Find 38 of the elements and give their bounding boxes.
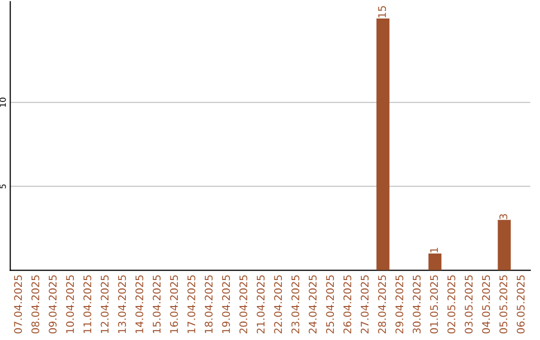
x-tick-label: 23.04.2025 — [291, 275, 300, 334]
x-tick-label: 07.04.2025 — [14, 275, 22, 334]
x-tick-label: 29.04.2025 — [395, 275, 404, 334]
x-tick-label: 09.04.2025 — [48, 275, 57, 334]
x-tick-label: 21.04.2025 — [256, 275, 265, 334]
x-tick-label: 08.04.2025 — [31, 275, 40, 334]
y-tick-label: 10 — [0, 98, 6, 107]
data-label: 15 — [378, 6, 386, 18]
bar — [376, 18, 390, 270]
x-tick-label: 30.04.2025 — [412, 275, 421, 334]
x-tick-label: 27.04.2025 — [360, 275, 369, 334]
x-tick-label: 06.05.2025 — [516, 275, 525, 334]
x-tick-label: 04.05.2025 — [482, 275, 490, 334]
x-tick-label: 10.04.2025 — [66, 275, 74, 333]
x-tick-label: 20.04.2025 — [239, 275, 248, 334]
x-tick-label: 16.04.2025 — [170, 275, 178, 333]
x-tick-label: 18.04.2025 — [204, 275, 213, 333]
x-tick-label: 15.04.2025 — [152, 275, 161, 333]
y-tick-label: 5 — [0, 184, 6, 188]
x-tick-label: 22.04.2025 — [274, 275, 282, 334]
x-tick-label: 11.04.2025 — [83, 275, 92, 333]
x-tick-label: 14.04.2025 — [135, 275, 144, 333]
bar — [498, 220, 511, 270]
data-label: 3 — [499, 214, 508, 220]
x-tick-label: 02.05.2025 — [447, 275, 456, 334]
x-tick-label: 12.04.2025 — [100, 275, 109, 333]
bar — [428, 254, 442, 270]
x-tick-label: 19.04.2025 — [222, 275, 230, 333]
x-tick-label: 25.04.2025 — [326, 275, 334, 334]
x-tick-label: 17.04.2025 — [187, 275, 196, 333]
data-label: 1 — [430, 248, 438, 252]
x-tick-label: 26.04.2025 — [343, 275, 352, 334]
x-tick-label: 03.05.2025 — [464, 275, 473, 334]
x-tick-label: 24.04.2025 — [308, 275, 317, 334]
x-tick-label: 13.04.2025 — [118, 275, 126, 333]
x-tick-label: 01.05.2025 — [430, 275, 438, 334]
x-tick-label: 28.04.2025 — [378, 275, 386, 334]
x-tick-label: 05.05.2025 — [499, 275, 508, 334]
